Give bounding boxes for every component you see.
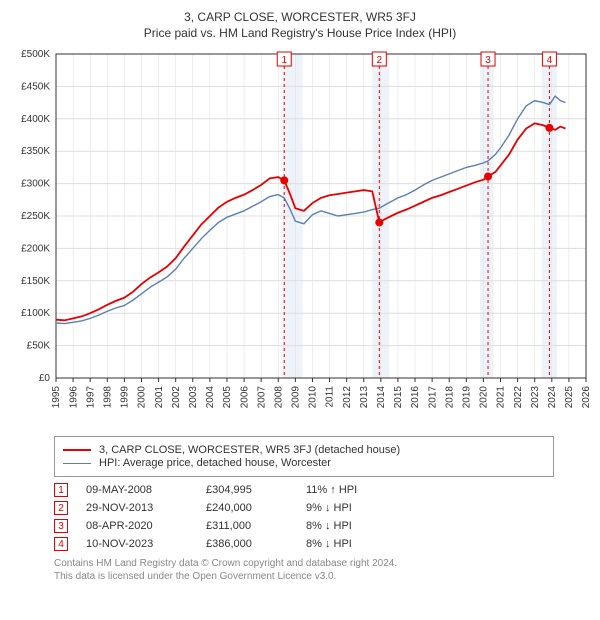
- svg-text:2017: 2017: [427, 386, 438, 409]
- legend-swatch: [63, 463, 91, 464]
- svg-text:2009: 2009: [291, 386, 302, 409]
- svg-text:2023: 2023: [530, 386, 541, 409]
- svg-text:2006: 2006: [239, 386, 250, 409]
- svg-text:2022: 2022: [513, 386, 524, 409]
- sale-price: £304,995: [206, 484, 306, 496]
- svg-text:£0: £0: [39, 373, 51, 384]
- sale-row: 3 08-APR-2020£311,0008% ↓ HPI: [54, 519, 590, 533]
- svg-text:£350K: £350K: [21, 146, 50, 157]
- svg-text:1999: 1999: [120, 386, 131, 409]
- svg-text:£300K: £300K: [21, 179, 50, 190]
- svg-text:2010: 2010: [308, 386, 319, 409]
- sale-diff: 11% ↑ HPI: [306, 484, 426, 496]
- sale-row: 4 10-NOV-2023£386,0008% ↓ HPI: [54, 537, 590, 551]
- svg-text:2: 2: [377, 55, 383, 66]
- svg-text:2008: 2008: [273, 386, 284, 409]
- svg-text:2019: 2019: [462, 386, 473, 409]
- svg-text:£150K: £150K: [21, 276, 50, 287]
- sale-date: 09-MAY-2008: [86, 484, 206, 496]
- svg-text:2015: 2015: [393, 386, 404, 409]
- sale-date: 10-NOV-2023: [86, 538, 206, 550]
- svg-text:2025: 2025: [564, 386, 575, 409]
- sale-date: 08-APR-2020: [86, 520, 206, 532]
- svg-text:£400K: £400K: [21, 114, 50, 125]
- svg-text:2016: 2016: [410, 386, 421, 409]
- legend: 3, CARP CLOSE, WORCESTER, WR5 3FJ (detac…: [54, 436, 554, 477]
- legend-label: 3, CARP CLOSE, WORCESTER, WR5 3FJ (detac…: [99, 444, 400, 456]
- svg-text:1995: 1995: [51, 386, 62, 409]
- sale-diff: 8% ↓ HPI: [306, 520, 426, 532]
- svg-text:2012: 2012: [342, 386, 353, 409]
- sale-marker: 4: [54, 537, 68, 551]
- legend-label: HPI: Average price, detached house, Worc…: [99, 457, 331, 469]
- sale-price: £311,000: [206, 520, 306, 532]
- sale-price: £240,000: [206, 502, 306, 514]
- sales-table: 1 09-MAY-2008£304,99511% ↑ HPI 2 29-NOV-201…: [54, 483, 590, 551]
- svg-text:2014: 2014: [376, 386, 387, 409]
- svg-text:2021: 2021: [496, 386, 507, 409]
- svg-text:£450K: £450K: [21, 81, 50, 92]
- sale-row: 1 09-MAY-2008£304,99511% ↑ HPI: [54, 483, 590, 497]
- svg-text:2024: 2024: [547, 386, 558, 409]
- svg-text:1996: 1996: [68, 386, 79, 409]
- svg-text:2013: 2013: [359, 386, 370, 409]
- svg-text:2004: 2004: [205, 386, 216, 409]
- svg-text:2011: 2011: [325, 386, 336, 408]
- footnote: Contains HM Land Registry data © Crown c…: [54, 557, 590, 583]
- svg-text:4: 4: [547, 55, 553, 66]
- svg-text:2000: 2000: [137, 386, 148, 409]
- sale-marker: 1: [54, 483, 68, 497]
- sale-marker: 2: [54, 501, 68, 515]
- sale-diff: 8% ↓ HPI: [306, 538, 426, 550]
- svg-text:2018: 2018: [444, 386, 455, 409]
- svg-text:£100K: £100K: [21, 308, 50, 319]
- svg-text:2026: 2026: [581, 386, 590, 409]
- legend-item: HPI: Average price, detached house, Worc…: [63, 457, 545, 469]
- svg-text:2005: 2005: [222, 386, 233, 409]
- chart-subtitle: Price paid vs. HM Land Registry's House …: [10, 26, 590, 40]
- footnote-line-1: Contains HM Land Registry data © Crown c…: [54, 557, 590, 570]
- svg-text:2001: 2001: [154, 386, 165, 409]
- price-chart: £0 £50K £100K £150K £200K £250K £300K £350K £400…: [10, 48, 590, 428]
- svg-text:1: 1: [281, 55, 287, 66]
- svg-text:2020: 2020: [479, 386, 490, 409]
- sale-row: 2 29-NOV-2013£240,0009% ↓ HPI: [54, 501, 590, 515]
- svg-text:2002: 2002: [171, 386, 182, 409]
- svg-text:£250K: £250K: [21, 211, 50, 222]
- svg-text:£500K: £500K: [21, 49, 50, 60]
- sale-diff: 9% ↓ HPI: [306, 502, 426, 514]
- svg-text:2003: 2003: [188, 386, 199, 409]
- svg-text:3: 3: [485, 55, 491, 66]
- sale-price: £386,000: [206, 538, 306, 550]
- svg-text:1998: 1998: [102, 386, 113, 409]
- legend-swatch: [63, 449, 91, 451]
- chart-title: 3, CARP CLOSE, WORCESTER, WR5 3FJ: [10, 10, 590, 24]
- sale-marker: 3: [54, 519, 68, 533]
- svg-text:1997: 1997: [85, 386, 96, 409]
- svg-text:£200K: £200K: [21, 243, 50, 254]
- legend-item: 3, CARP CLOSE, WORCESTER, WR5 3FJ (detac…: [63, 444, 545, 456]
- svg-text:2007: 2007: [256, 386, 267, 409]
- svg-text:£50K: £50K: [27, 341, 51, 352]
- sale-date: 29-NOV-2013: [86, 502, 206, 514]
- footnote-line-2: This data is licensed under the Open Gov…: [54, 570, 590, 583]
